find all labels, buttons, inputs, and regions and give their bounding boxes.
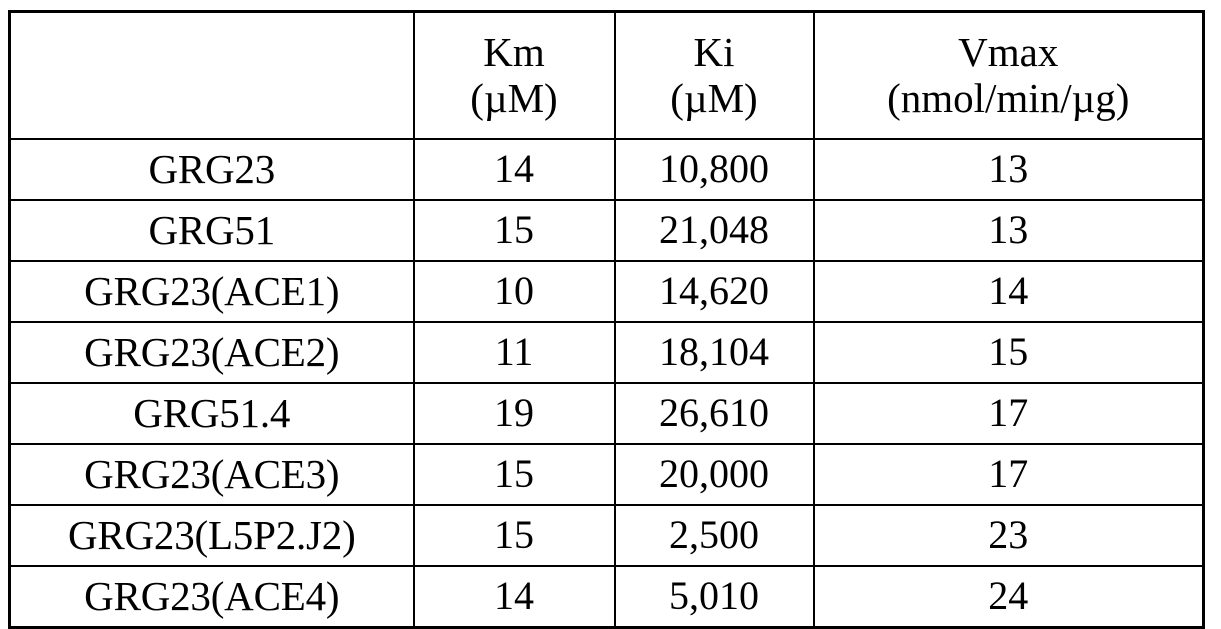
cell-ki: 21,048 (615, 200, 814, 261)
cell-variant-name: GRG23(ACE3) (10, 444, 414, 505)
header-ki-units: (µM) (618, 76, 811, 122)
cell-km: 11 (414, 322, 615, 383)
table-row: GRG51.4 19 26,610 17 (10, 383, 1204, 444)
cell-ki: 5,010 (615, 566, 814, 628)
cell-variant-name: GRG51 (10, 200, 414, 261)
header-row: Km (µM) Ki (µM) Vmax (nmol/min/µg) (10, 12, 1204, 140)
cell-vmax: 13 (814, 200, 1204, 261)
cell-ki: 18,104 (615, 322, 814, 383)
cell-variant-name: GRG23 (10, 139, 414, 200)
cell-vmax: 15 (814, 322, 1204, 383)
enzyme-kinetics-table: Km (µM) Ki (µM) Vmax (nmol/min/µg) GRG23… (8, 10, 1205, 629)
cell-km: 19 (414, 383, 615, 444)
cell-ki: 14,620 (615, 261, 814, 322)
header-km-units: (µM) (417, 76, 612, 122)
cell-km: 10 (414, 261, 615, 322)
header-vmax-units: (nmol/min/µg) (817, 76, 1201, 122)
cell-km: 15 (414, 505, 615, 566)
header-vmax-title: Vmax (817, 30, 1201, 76)
cell-variant-name: GRG23(L5P2.J2) (10, 505, 414, 566)
cell-km: 15 (414, 200, 615, 261)
header-cell-variant (10, 12, 414, 140)
cell-vmax: 13 (814, 139, 1204, 200)
table-row: GRG23(ACE3) 15 20,000 17 (10, 444, 1204, 505)
cell-ki: 20,000 (615, 444, 814, 505)
cell-ki: 10,800 (615, 139, 814, 200)
table-row: GRG23(L5P2.J2) 15 2,500 23 (10, 505, 1204, 566)
cell-variant-name: GRG23(ACE4) (10, 566, 414, 628)
cell-variant-name: GRG23(ACE1) (10, 261, 414, 322)
cell-ki: 2,500 (615, 505, 814, 566)
header-cell-km: Km (µM) (414, 12, 615, 140)
kinetics-table-container: Km (µM) Ki (µM) Vmax (nmol/min/µg) GRG23… (8, 10, 1205, 608)
cell-vmax: 14 (814, 261, 1204, 322)
cell-vmax: 17 (814, 444, 1204, 505)
cell-km: 14 (414, 566, 615, 628)
cell-ki: 26,610 (615, 383, 814, 444)
header-cell-vmax: Vmax (nmol/min/µg) (814, 12, 1204, 140)
table-header: Km (µM) Ki (µM) Vmax (nmol/min/µg) (10, 12, 1204, 140)
table-row: GRG23(ACE2) 11 18,104 15 (10, 322, 1204, 383)
cell-vmax: 24 (814, 566, 1204, 628)
cell-vmax: 17 (814, 383, 1204, 444)
header-ki-title: Ki (618, 30, 811, 76)
table-row: GRG23 14 10,800 13 (10, 139, 1204, 200)
table-row: GRG51 15 21,048 13 (10, 200, 1204, 261)
header-km-title: Km (417, 30, 612, 76)
table-row: GRG23(ACE4) 14 5,010 24 (10, 566, 1204, 628)
header-cell-ki: Ki (µM) (615, 12, 814, 140)
cell-variant-name: GRG23(ACE2) (10, 322, 414, 383)
cell-vmax: 23 (814, 505, 1204, 566)
cell-km: 14 (414, 139, 615, 200)
table-row: GRG23(ACE1) 10 14,620 14 (10, 261, 1204, 322)
cell-variant-name: GRG51.4 (10, 383, 414, 444)
cell-km: 15 (414, 444, 615, 505)
table-body: GRG23 14 10,800 13 GRG51 15 21,048 13 GR… (10, 139, 1204, 628)
